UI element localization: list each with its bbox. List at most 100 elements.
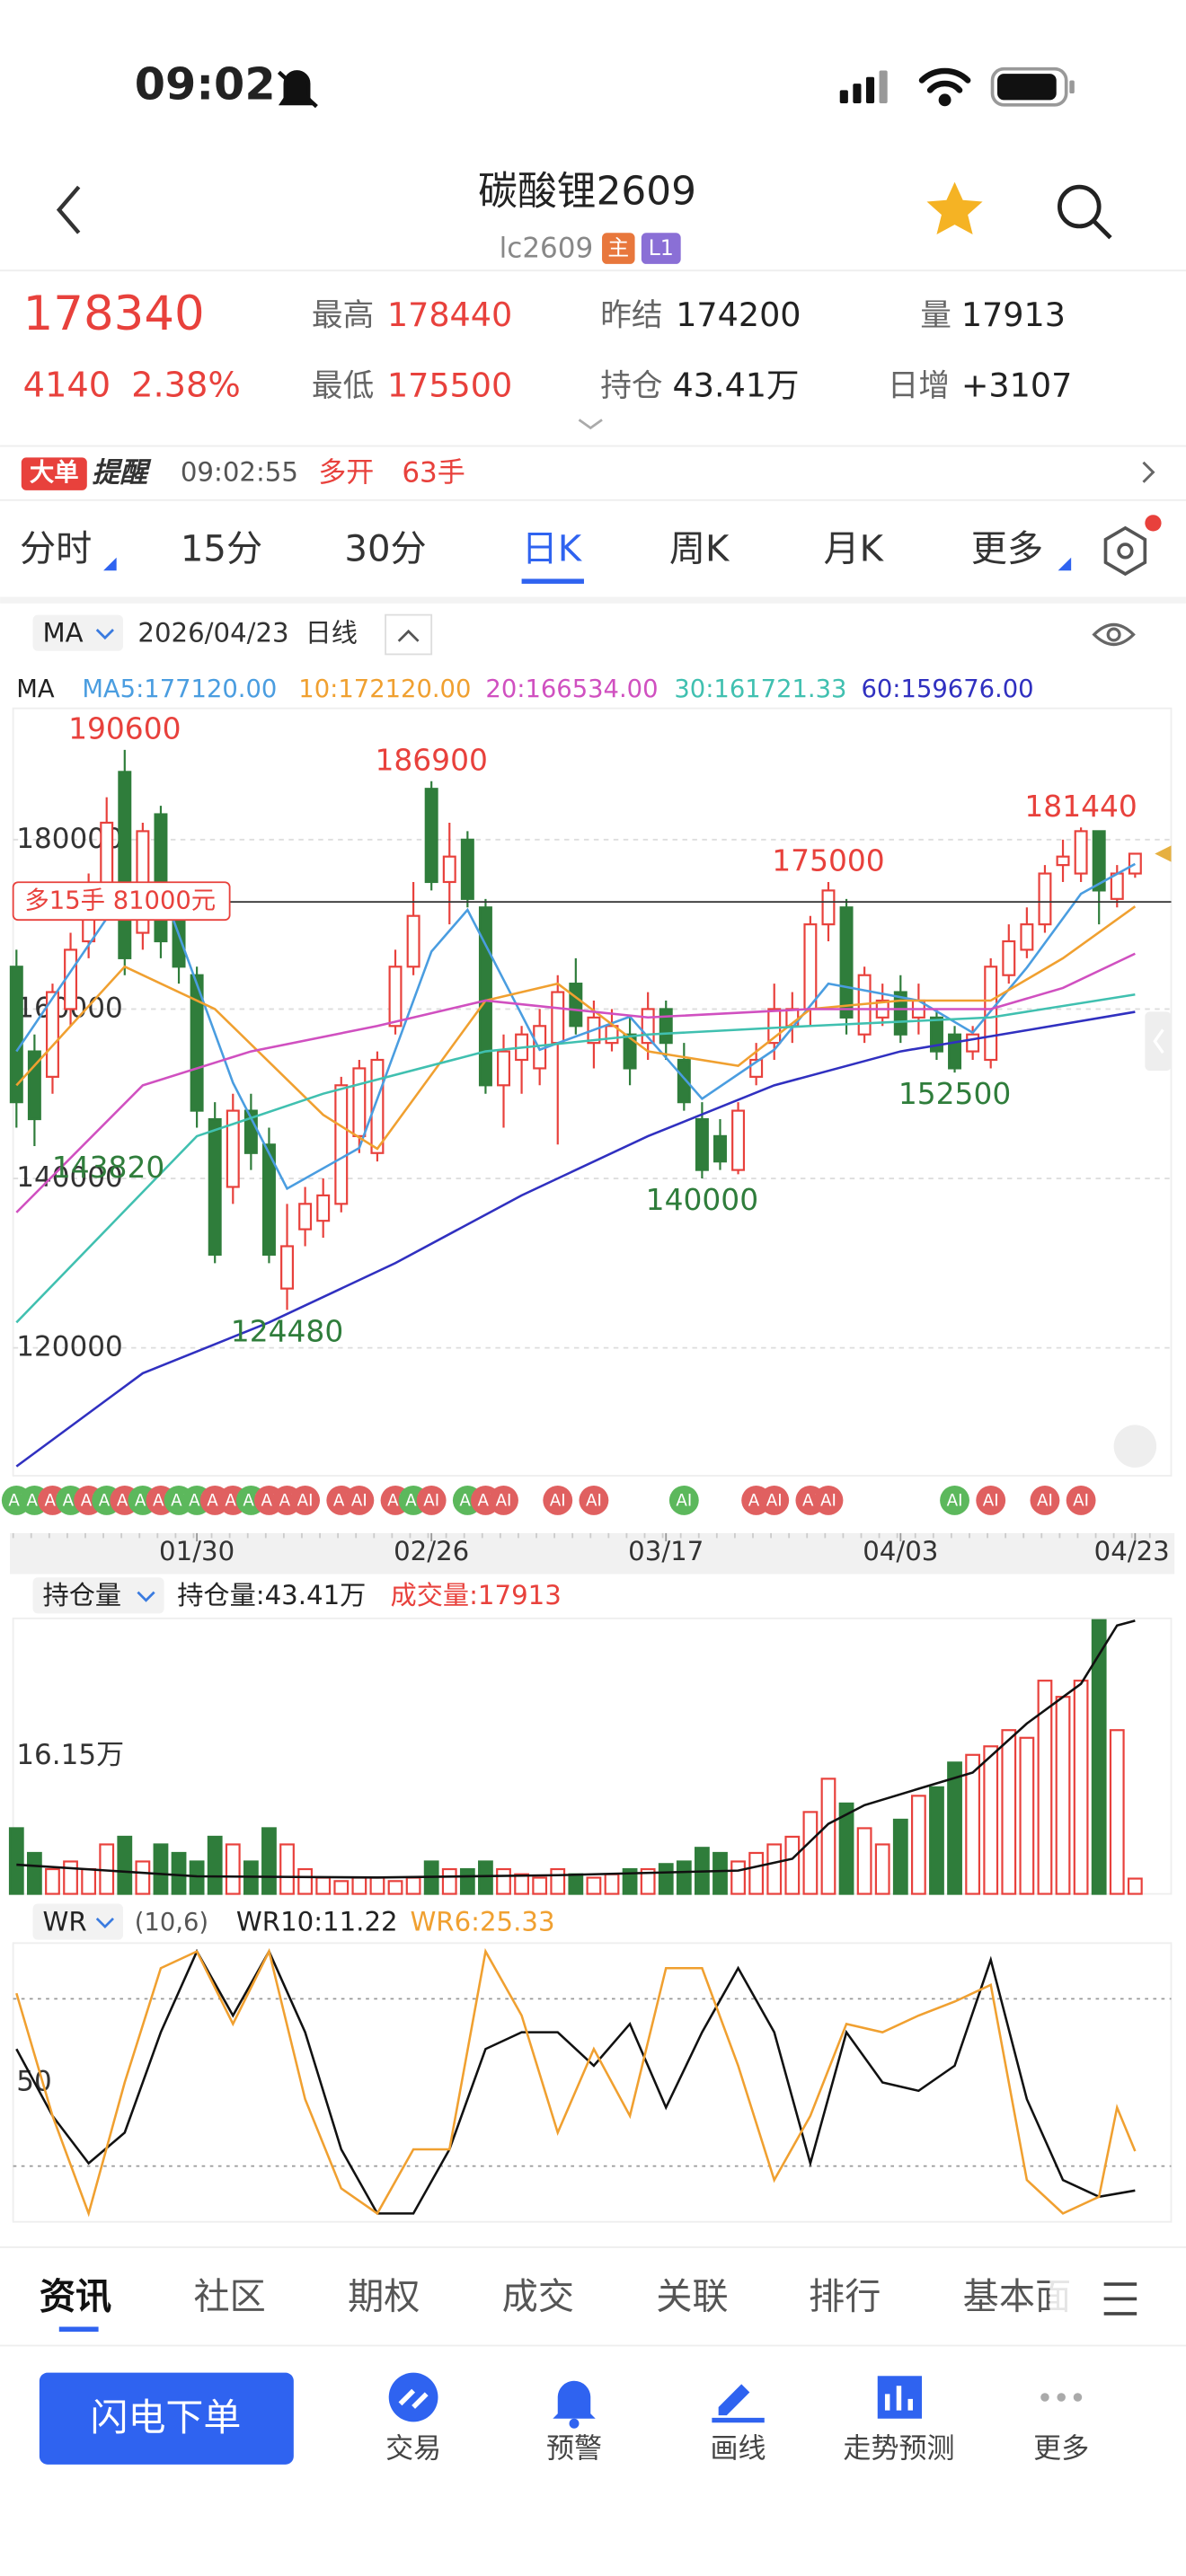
ai-badge[interactable] — [759, 1485, 790, 1515]
period-tab[interactable]: 分时 — [20, 528, 92, 569]
shape — [1040, 2393, 1049, 2402]
side-drawer[interactable] — [1145, 1011, 1172, 1072]
ai-badge[interactable] — [543, 1485, 573, 1515]
indicator-select[interactable] — [32, 614, 123, 651]
indicator-select[interactable] — [32, 1903, 123, 1940]
volume-bar — [766, 1843, 783, 1895]
settings-button[interactable] — [1103, 515, 1162, 577]
candle-body — [712, 1134, 727, 1163]
shape — [853, 84, 862, 104]
volume-bar — [550, 1867, 566, 1895]
quote-value: 17913 — [961, 296, 1066, 334]
volume-bar — [63, 1860, 78, 1895]
reset-zoom[interactable] — [1113, 1425, 1157, 1468]
expand-quote[interactable] — [578, 419, 603, 430]
volume-bar — [171, 1851, 187, 1895]
period-tab[interactable]: 30分 — [344, 528, 426, 569]
ai-badge[interactable] — [940, 1485, 969, 1515]
alert-tag: 大单 — [30, 459, 79, 487]
volume-bar — [874, 1843, 890, 1895]
last-price-marker — [1155, 845, 1172, 862]
candle-body — [966, 1033, 980, 1053]
candle-body — [677, 1058, 691, 1104]
nav-label[interactable]: 更多 — [1033, 2432, 1089, 2465]
indicator-select[interactable] — [32, 1577, 164, 1614]
indicator-line — [15, 1010, 1136, 1468]
legend-entry: 20:166534.00 — [485, 675, 658, 703]
info-tab[interactable]: 期权 — [348, 2276, 420, 2317]
ai-badge[interactable] — [344, 1485, 375, 1515]
back-button[interactable] — [56, 185, 81, 234]
candle-body — [352, 1067, 367, 1137]
volume-bar — [622, 1867, 638, 1895]
trade-icon — [388, 2372, 438, 2422]
period-tab[interactable]: 周K — [669, 528, 730, 569]
ai-badge[interactable] — [489, 1485, 518, 1515]
menu-button[interactable] — [1103, 2282, 1137, 2316]
ai-badge[interactable] — [813, 1485, 844, 1515]
period-tab[interactable]: 更多 — [971, 528, 1043, 569]
search-button[interactable] — [1058, 184, 1112, 240]
nav-label[interactable]: 走势预测 — [843, 2432, 954, 2465]
shape — [1057, 2393, 1066, 2402]
ai-badge[interactable] — [1066, 1485, 1096, 1515]
candle-body — [821, 889, 836, 926]
shape — [926, 80, 963, 93]
volume-bar — [1091, 1619, 1107, 1895]
candle-body — [9, 966, 23, 1104]
quote-label: 持仓 — [600, 368, 662, 404]
period-tab[interactable]: 日K — [522, 528, 583, 569]
info-tab[interactable]: 资讯 — [40, 2276, 111, 2317]
ai-badge-label: AI — [983, 1491, 999, 1510]
volume-bar — [947, 1761, 962, 1895]
price-change-pct: 2.38% — [131, 365, 241, 405]
ai-badge-label: AI — [820, 1491, 836, 1510]
ai-badge[interactable] — [1030, 1485, 1060, 1515]
info-tab[interactable]: 关联 — [656, 2276, 728, 2317]
active-indicator — [521, 578, 584, 584]
ai-badge[interactable] — [579, 1485, 609, 1515]
quick-order-button[interactable] — [39, 2372, 294, 2465]
divider — [0, 2246, 1186, 2248]
favorite-button[interactable] — [926, 181, 983, 235]
shape — [1069, 80, 1075, 94]
volume-bar — [1001, 1729, 1017, 1895]
ai-badge-label: AI — [423, 1491, 439, 1510]
mute-icon — [277, 70, 318, 109]
volume-bar — [261, 1827, 277, 1895]
nav-label[interactable]: 画线 — [711, 2432, 766, 2465]
legend-entry: MA5:177120.00 — [82, 675, 277, 703]
collapse-button[interactable] — [385, 613, 433, 656]
period-tab[interactable]: 月K — [823, 528, 884, 569]
candle-body — [190, 974, 204, 1112]
ai-badge[interactable] — [290, 1485, 321, 1515]
info-tab[interactable]: 社区 — [193, 2276, 265, 2317]
ai-badge[interactable] — [976, 1485, 1006, 1515]
candle-body — [623, 1033, 637, 1070]
candle-body — [316, 1194, 331, 1222]
candle-body — [984, 966, 998, 1062]
indicator-line — [15, 862, 1136, 1191]
period-tabs: 分时 15分 30分 日K 周K 月K 更多 — [20, 528, 1072, 584]
candle-body — [1038, 872, 1052, 926]
ai-badge[interactable] — [416, 1485, 447, 1515]
ai-badge[interactable] — [668, 1485, 699, 1515]
period-tab[interactable]: 15分 — [181, 528, 262, 569]
shape — [1103, 525, 1147, 577]
low-label: 152500 — [898, 1076, 1011, 1111]
x-tick-label: 02/26 — [394, 1536, 469, 1566]
candle-body — [1074, 830, 1088, 875]
alert-size: 63手 — [402, 457, 465, 490]
legend-entry: 10:172120.00 — [298, 675, 471, 703]
info-tabs: 资讯 社区 期权 成交 关联 排行 基本面 — [40, 2271, 1093, 2332]
info-tab[interactable]: 排行 — [809, 2276, 881, 2317]
candle-body — [100, 821, 114, 892]
alert-time: 09:02:55 — [181, 457, 298, 488]
low-label: 140000 — [646, 1182, 758, 1217]
alert-more[interactable] — [1142, 461, 1155, 483]
nav-label[interactable]: 交易 — [385, 2432, 441, 2465]
wifi-icon — [918, 67, 971, 107]
info-tab[interactable]: 成交 — [502, 2276, 574, 2317]
nav-label[interactable]: 预警 — [546, 2432, 602, 2465]
visibility-toggle[interactable] — [1092, 622, 1136, 647]
